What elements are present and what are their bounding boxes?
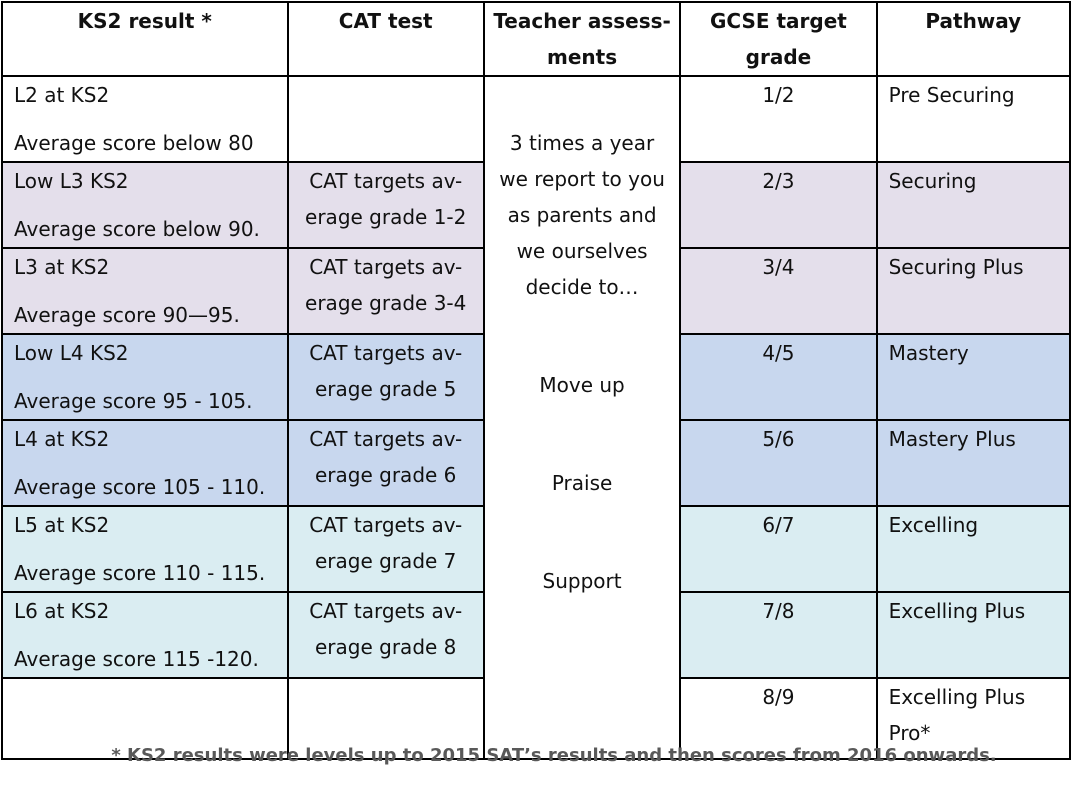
pathway-cell: Excelling	[875, 505, 1072, 593]
action-move-up: Move up	[539, 373, 625, 397]
cat-cell: CAT targets av-erage grade 5	[286, 333, 485, 421]
ks2-cell: Low L4 KS2 Average score 95 - 105.	[1, 333, 289, 421]
pathway-cell: Pre Securing	[875, 75, 1072, 163]
gcse-cell: 6/7	[679, 505, 878, 593]
pathway-cell: Mastery	[875, 333, 1072, 421]
pathway-cell: Excelling Plus	[875, 591, 1072, 679]
header-pathway: Pathway	[875, 1, 1072, 77]
ks2-cell: L3 at KS2 Average score 90—95.	[1, 247, 289, 335]
header-ks2: KS2 result *	[1, 1, 289, 77]
table-row: Low L4 KS2 Average score 95 - 105. CAT ta…	[1, 333, 1072, 421]
gcse-cell: 5/6	[679, 419, 878, 507]
table-row: Low L3 KS2 Average score below 90. CAT ta…	[1, 161, 1072, 249]
gcse-cell: 3/4	[679, 247, 878, 335]
footnote: * KS2 results were levels up to 2015 SAT…	[111, 745, 997, 766]
cat-cell	[286, 677, 485, 760]
ks2-cell: Low L3 KS2 Average score below 90.	[1, 161, 289, 249]
header-cat: CAT test	[286, 1, 485, 77]
pathway-cell: Excelling Plus Pro*	[875, 677, 1072, 760]
table-row: L6 at KS2 Average score 115 -120. CAT tar…	[1, 591, 1072, 679]
ks2-cell: L5 at KS2 Average score 110 - 115.	[1, 505, 289, 593]
cat-cell: CAT targets av-erage grade 3-4	[286, 247, 485, 335]
pathway-cell: Securing Plus	[875, 247, 1072, 335]
header-teacher: Teacher assess- ments	[482, 1, 682, 77]
table-row: L3 at KS2 Average score 90—95. CAT target…	[1, 247, 1072, 335]
cat-cell: CAT targets av-erage grade 8	[286, 591, 485, 679]
gcse-cell: 1/2	[679, 75, 878, 163]
teacher-intro: 3 times a year we report to you as paren…	[499, 131, 665, 299]
gcse-cell: 2/3	[679, 161, 878, 249]
cat-cell: CAT targets av-erage grade 7	[286, 505, 485, 593]
pathway-cell: Mastery Plus	[875, 419, 1072, 507]
header-gcse: GCSE target grade	[679, 1, 878, 77]
ks2-cell: L4 at KS2 Average score 105 - 110.	[1, 419, 289, 507]
gcse-cell: 8/9	[679, 677, 878, 760]
gcse-cell: 7/8	[679, 591, 878, 679]
ks2-cell: L6 at KS2 Average score 115 -120.	[1, 591, 289, 679]
ks2-cell: L2 at KS2 Average score below 80	[1, 75, 289, 163]
pathway-table: KS2 result * CAT test Teacher assess- me…	[1, 1, 1072, 760]
gcse-cell: 4/5	[679, 333, 878, 421]
ks2-cell	[1, 677, 289, 760]
cat-cell	[286, 75, 485, 163]
table-row: L5 at KS2 Average score 110 - 115. CAT ta…	[1, 505, 1072, 593]
action-praise: Praise	[551, 471, 613, 495]
teacher-assessment-cell: 3 times a year we report to you as paren…	[482, 75, 682, 760]
cat-cell: CAT targets av-erage grade 1-2	[286, 161, 485, 249]
header-row: KS2 result * CAT test Teacher assess- me…	[1, 1, 1072, 77]
cat-cell: CAT targets av-erage grade 6	[286, 419, 485, 507]
action-support: Support	[542, 569, 622, 593]
table-row: L2 at KS2 Average score below 80 3 times …	[1, 75, 1072, 760]
table-row: L4 at KS2 Average score 105 - 110. CAT ta…	[1, 419, 1072, 507]
table-row: 8/9 Excelling Plus Pro*	[1, 677, 1072, 760]
pathway-cell: Securing	[875, 161, 1072, 249]
